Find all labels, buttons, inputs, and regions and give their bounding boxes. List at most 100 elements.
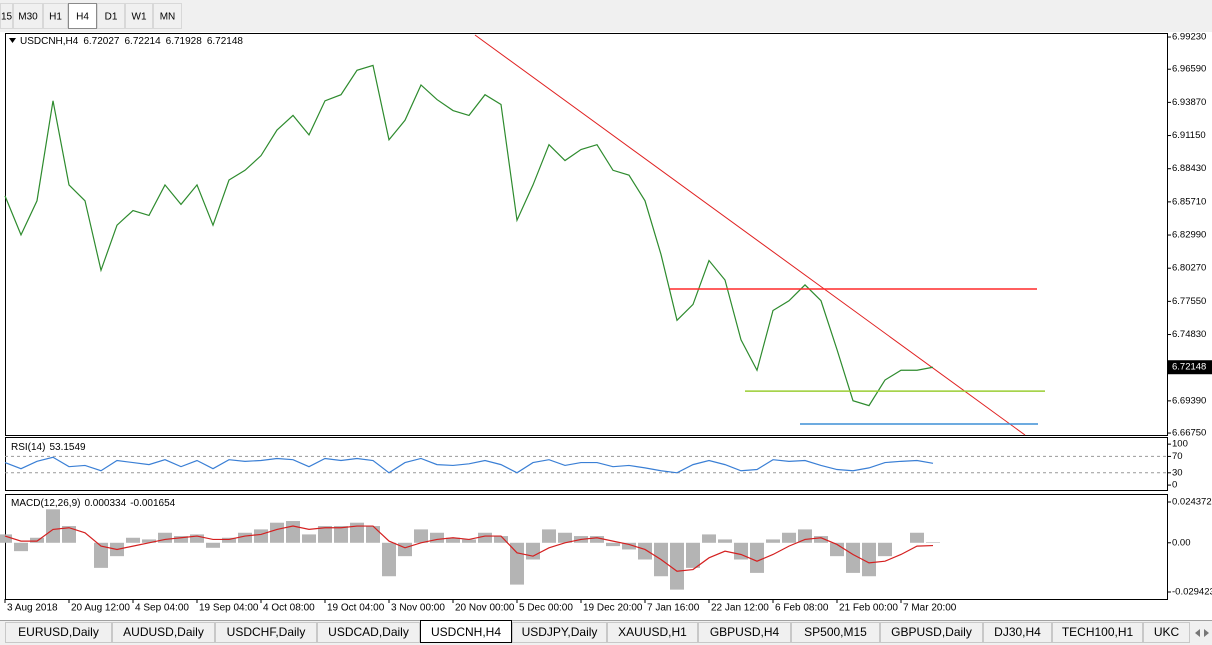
x-tick-label: 7 Jan 16:00	[647, 603, 700, 614]
symbol-tab[interactable]: DJ30,H4	[983, 622, 1052, 643]
x-tick-label: 19 Dec 20:00	[583, 603, 643, 614]
y-tick-label: 0	[1172, 480, 1177, 491]
macd-bar	[558, 532, 572, 543]
button-label: 15	[1, 12, 13, 23]
symbol-tab[interactable]: USDCNH,H4	[420, 620, 512, 643]
symbol-tab[interactable]: EURUSD,Daily	[5, 622, 112, 643]
y-tick-label: 6.96590	[1172, 64, 1206, 75]
tab-bg	[512, 622, 607, 643]
scroll-right[interactable]	[1204, 629, 1209, 637]
signal-line	[4, 525, 934, 572]
current-price-box	[1168, 360, 1212, 375]
macd-bar	[318, 526, 332, 543]
macd-bar	[62, 526, 76, 543]
macd-panel	[5, 494, 1168, 600]
macd-bar	[638, 542, 652, 560]
timeframe-button[interactable]: H1	[43, 3, 68, 29]
macd-bar	[846, 542, 860, 573]
scroll-left[interactable]	[1195, 629, 1200, 637]
symbol-tab[interactable]: USDJPY,Daily	[512, 622, 607, 643]
tab-label: TECH100,H1	[1062, 625, 1134, 639]
macd-bar	[494, 536, 508, 543]
macd-bar	[30, 537, 44, 543]
symbol-tab[interactable]: SP500,M15	[791, 622, 880, 643]
symbol-tab[interactable]: USDCHF,Daily	[215, 622, 317, 643]
y-tick-label: 6.66750	[1172, 428, 1206, 439]
symbol-tab[interactable]: UKC	[1143, 622, 1190, 643]
macd-bar	[526, 542, 540, 560]
header-field: RSI(14)	[11, 442, 45, 453]
y-tick-label: 6.69390	[1172, 395, 1206, 406]
button-bg	[97, 3, 125, 29]
price-header: USDCNH,H4 6.72027 6.72214 6.71928 6.72148	[20, 36, 243, 47]
button-label: W1	[132, 12, 147, 23]
macd-bar	[926, 542, 940, 543]
macd-bar	[14, 542, 28, 552]
rsi-line	[4, 456, 934, 474]
symbol-tab[interactable]: XAUUSD,H1	[607, 622, 698, 643]
macd-bar	[382, 542, 396, 577]
tab-bg	[983, 622, 1052, 643]
symbol-tab[interactable]: AUDUSD,Daily	[112, 622, 215, 643]
x-tick-label: 22 Jan 12:00	[711, 603, 769, 614]
button-label: H4	[76, 12, 89, 23]
price-line	[4, 64, 934, 407]
macd-bar	[414, 529, 428, 543]
macd-bar	[142, 539, 156, 543]
x-tick-label: 20 Nov 00:00	[455, 603, 515, 614]
symbol-tab[interactable]: USDCAD,Daily	[317, 622, 420, 643]
x-tick-label: 19 Oct 04:00	[327, 603, 385, 614]
macd-bar	[0, 534, 12, 543]
macd-bar	[750, 542, 764, 573]
timeframe-button[interactable]: M30	[13, 3, 43, 29]
x-tick-label: 6 Feb 08:00	[775, 603, 829, 614]
tab-label: DJ30,H4	[994, 625, 1041, 639]
macd-bar	[350, 522, 364, 543]
tab-scroll[interactable]	[1195, 629, 1209, 637]
macd-bar	[270, 522, 284, 543]
macd-bar	[94, 542, 108, 568]
macd-bar	[254, 529, 268, 543]
x-tick-label: 4 Oct 08:00	[263, 603, 315, 614]
timeframe-button[interactable]: W1	[125, 3, 153, 29]
tab-label: SP500,M15	[804, 625, 867, 639]
button-label: H1	[49, 12, 62, 23]
tab-label: AUDUSD,Daily	[123, 625, 204, 639]
macd-bar	[718, 539, 732, 543]
button-bg	[13, 3, 43, 29]
timeframe-button[interactable]: MN	[153, 3, 182, 29]
current-price-label: 6.72148	[1172, 362, 1206, 373]
button-bg	[43, 3, 68, 29]
collapse-arrow[interactable]	[9, 38, 16, 43]
header-field: USDCNH,H4	[20, 36, 79, 47]
tab-bg	[1052, 622, 1143, 643]
macd-bar	[910, 532, 924, 543]
header-field: -0.001654	[130, 498, 175, 509]
symbol-tab[interactable]: TECH100,H1	[1052, 622, 1143, 643]
y-tick-label: 30	[1172, 467, 1183, 478]
rsi-header: RSI(14) 53.1549	[11, 442, 86, 453]
macd-bar	[670, 542, 684, 590]
macd-bar	[430, 532, 444, 543]
macd-bar	[46, 509, 60, 543]
macd-bar	[222, 537, 236, 543]
symbol-tab[interactable]: GBPUSD,Daily	[880, 622, 983, 643]
button-label: MN	[160, 12, 176, 23]
symbol-tab[interactable]: GBPUSD,H4	[698, 622, 791, 643]
header-field: 0.000334	[84, 498, 126, 509]
x-tick-label: 21 Feb 00:00	[839, 603, 898, 614]
tab-bg	[5, 622, 112, 643]
timeframe-button[interactable]: 15	[0, 3, 13, 29]
macd-bar	[446, 537, 460, 543]
timeframe-button[interactable]: D1	[97, 3, 125, 29]
macd-bar	[782, 532, 796, 543]
tab-bg	[880, 622, 983, 643]
macd-header: MACD(12,26,9) 0.000334 -0.001654	[11, 498, 176, 509]
macd-bar	[702, 534, 716, 543]
tab-bg	[1143, 622, 1190, 643]
y-tick-label: 0.024372	[1172, 497, 1212, 508]
timeframe-button[interactable]: H4	[68, 3, 97, 29]
header-field: MACD(12,26,9)	[11, 498, 80, 509]
